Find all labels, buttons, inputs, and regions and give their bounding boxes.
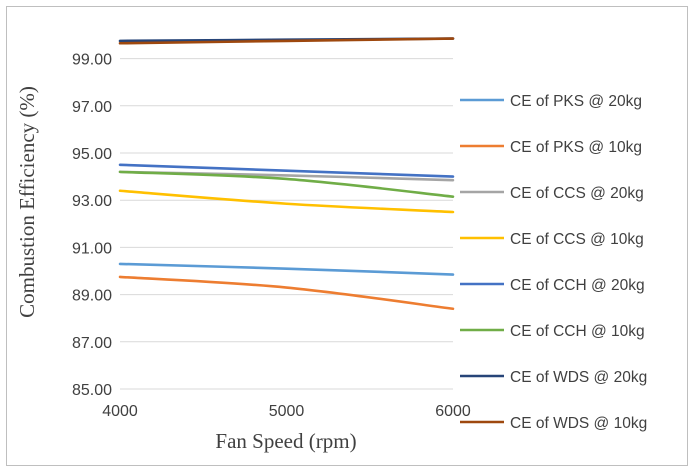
legend-label: CE of CCS @ 20kg xyxy=(510,185,644,202)
legend-label: CE of WDS @ 10kg xyxy=(510,415,647,432)
legend-label: CE of WDS @ 20kg xyxy=(510,369,647,386)
legend: CE of PKS @ 20kg CE of PKS @ 10kg CE of CC… xyxy=(460,93,647,432)
x-tick-label: 6000 xyxy=(435,403,471,420)
x-tick-label: 4000 xyxy=(102,403,138,420)
series-lines xyxy=(118,37,455,311)
legend-label: CE of PKS @ 10kg xyxy=(510,139,642,156)
y-tick-label: 93.00 xyxy=(72,193,112,210)
legend-label: CE of CCH @ 20kg xyxy=(510,277,645,294)
y-tick-label: 99.00 xyxy=(72,52,112,69)
y-tick-label: 87.00 xyxy=(72,335,112,352)
series-line xyxy=(118,163,455,178)
y-tick-label: 85.00 xyxy=(72,382,112,399)
tick-labels: 85.00 87.00 89.00 91.00 93.00 95.00 97.00 99.00… xyxy=(72,52,471,420)
series-line xyxy=(118,189,455,214)
series-line xyxy=(118,37,455,45)
series-line xyxy=(118,275,455,311)
y-tick-label: 97.00 xyxy=(72,99,112,116)
series-line xyxy=(118,262,455,276)
x-tick-label: 5000 xyxy=(269,403,305,420)
y-axis-title: Combustion Efficiency (%) xyxy=(15,86,39,318)
series-line xyxy=(118,170,455,198)
legend-label: CE of CCH @ 10kg xyxy=(510,323,645,340)
y-tick-label: 89.00 xyxy=(72,288,112,305)
y-tick-label: 91.00 xyxy=(72,240,112,257)
x-axis-title: Fan Speed (rpm) xyxy=(215,429,356,453)
legend-label: CE of CCS @ 10kg xyxy=(510,231,644,248)
y-tick-label: 95.00 xyxy=(72,146,112,163)
grid-lines xyxy=(120,58,453,390)
legend-label: CE of PKS @ 20kg xyxy=(510,93,642,110)
